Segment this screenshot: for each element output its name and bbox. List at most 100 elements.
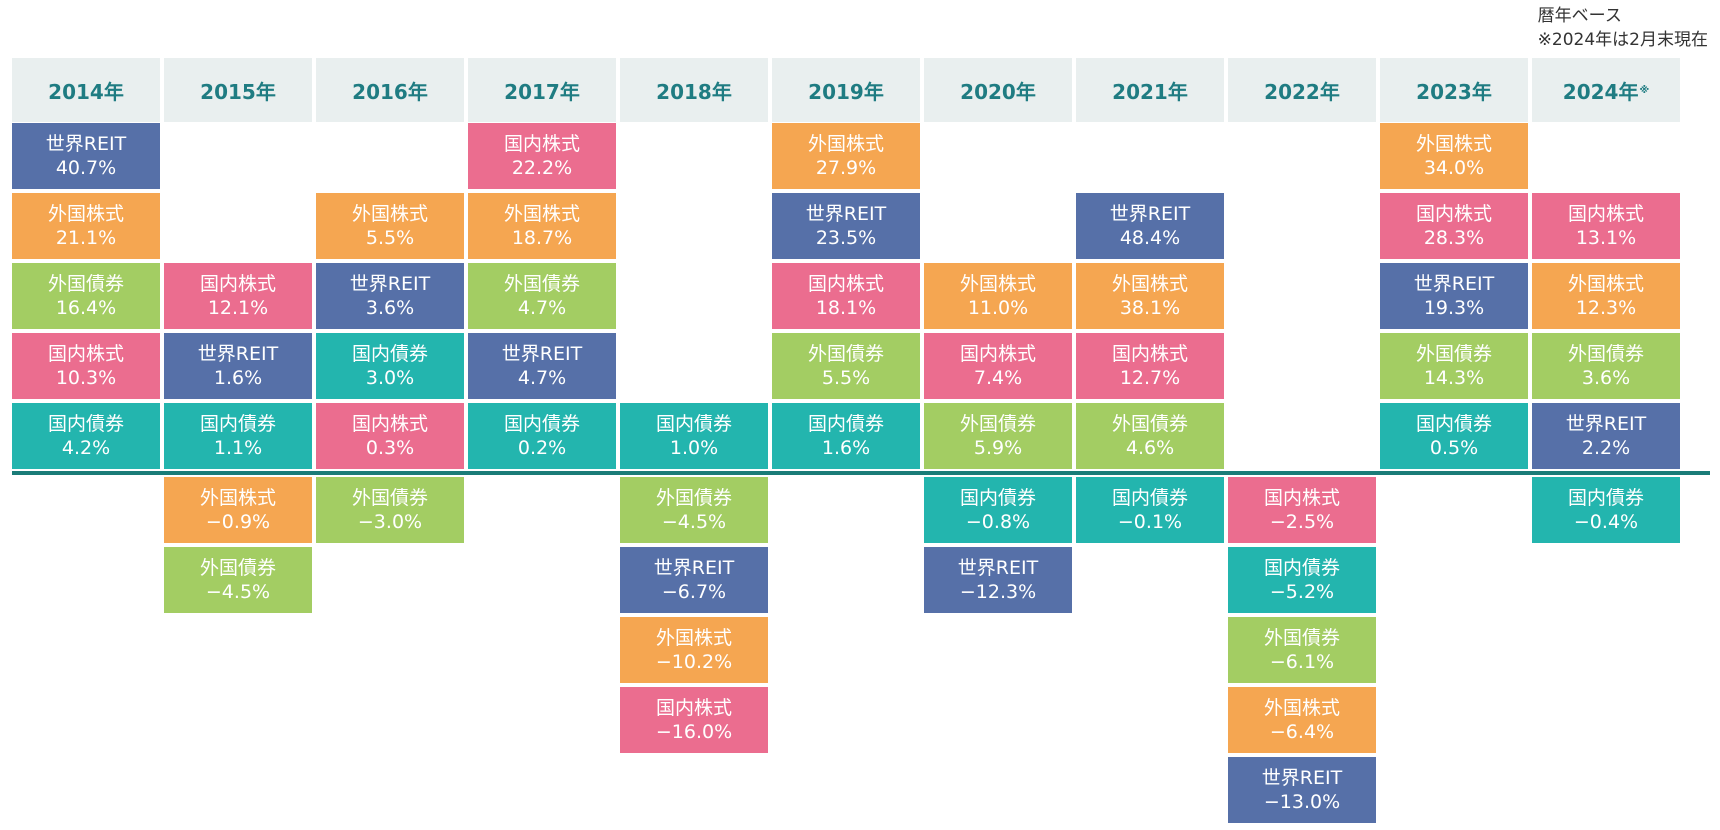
return-value-label: 1.6% [213, 367, 263, 389]
return-value-label: 48.4% [1119, 227, 1181, 249]
asset-class-label: 国内債券 [47, 413, 124, 435]
asset-class-label: 外国債券 [655, 487, 732, 509]
return-cell: 外国債券 14.3% [1380, 333, 1528, 399]
return-value-label: 2.2% [1581, 437, 1631, 459]
return-value-label: −0.8% [965, 511, 1031, 533]
asset-class-label: 国内債券 [1111, 487, 1188, 509]
asset-class-label: 国内株式 [1415, 203, 1492, 225]
asset-class-label: 世界REIT [957, 557, 1039, 579]
year-header: 2019年 [772, 58, 920, 122]
asset-class-label: 世界REIT [501, 343, 583, 365]
return-cell: 国内債券 −5.2% [1228, 547, 1376, 613]
asset-class-label: 外国株式 [351, 203, 428, 225]
asset-class-label: 世界REIT [1109, 203, 1191, 225]
asset-class-label: 世界REIT [45, 133, 127, 155]
asset-class-label: 国内株式 [503, 133, 580, 155]
asset-class-label: 世界REIT [1261, 767, 1343, 789]
return-value-label: 4.2% [61, 437, 111, 459]
return-value-label: 19.3% [1423, 297, 1485, 319]
asset-class-label: 世界REIT [805, 203, 887, 225]
return-cell: 国内株式 10.3% [12, 333, 160, 399]
year-label: 2020年 [960, 79, 1036, 104]
return-cell: 世界REIT 48.4% [1076, 193, 1224, 259]
return-cell: 外国株式 27.9% [772, 123, 920, 189]
return-value-label: 5.5% [821, 367, 871, 389]
return-cell: 外国株式 −6.4% [1228, 687, 1376, 753]
return-value-label: −6.4% [1269, 721, 1335, 743]
return-cell: 国内債券 1.1% [164, 403, 312, 469]
asset-class-label: 外国株式 [1263, 697, 1340, 719]
return-value-label: 5.5% [365, 227, 415, 249]
return-cell: 世界REIT −12.3% [924, 547, 1072, 613]
asset-class-label: 世界REIT [653, 557, 735, 579]
return-value-label: −0.4% [1573, 511, 1639, 533]
asset-class-label: 外国株式 [503, 203, 580, 225]
return-value-label: 40.7% [55, 157, 117, 179]
year-header: 2017年 [468, 58, 616, 122]
return-value-label: −5.2% [1269, 581, 1335, 603]
return-cell: 外国株式 11.0% [924, 263, 1072, 329]
return-value-label: 18.7% [511, 227, 573, 249]
return-value-label: 12.3% [1575, 297, 1637, 319]
asset-class-label: 世界REIT [1565, 413, 1647, 435]
return-value-label: 27.9% [815, 157, 877, 179]
return-cell: 外国債券 4.6% [1076, 403, 1224, 469]
return-cell: 国内債券 −0.8% [924, 477, 1072, 543]
return-cell: 世界REIT 40.7% [12, 123, 160, 189]
asset-class-label: 外国株式 [959, 273, 1036, 295]
return-value-label: −3.0% [357, 511, 423, 533]
return-value-label: 0.2% [517, 437, 567, 459]
asset-class-label: 外国株式 [1415, 133, 1492, 155]
return-value-label: 13.1% [1575, 227, 1637, 249]
return-cell: 外国債券 −4.5% [620, 477, 768, 543]
return-cell: 外国株式 38.1% [1076, 263, 1224, 329]
asset-class-label: 外国株式 [807, 133, 884, 155]
return-value-label: −4.5% [661, 511, 727, 533]
year-header: 2018年 [620, 58, 768, 122]
asset-class-label: 国内株式 [199, 273, 276, 295]
return-cell: 世界REIT −6.7% [620, 547, 768, 613]
return-value-label: 28.3% [1423, 227, 1485, 249]
return-value-label: 3.6% [365, 297, 415, 319]
asset-class-label: 外国債券 [351, 487, 428, 509]
asset-class-label: 国内株式 [47, 343, 124, 365]
asset-class-label: 外国債券 [959, 413, 1036, 435]
return-value-label: 1.6% [821, 437, 871, 459]
return-value-label: −0.9% [205, 511, 271, 533]
asset-class-label: 国内株式 [807, 273, 884, 295]
return-cell: 国内株式 12.7% [1076, 333, 1224, 399]
year-label: 2023年 [1416, 79, 1492, 104]
zero-line [12, 471, 1710, 475]
return-cell: 外国株式 5.5% [316, 193, 464, 259]
asset-class-label: 国内株式 [655, 697, 732, 719]
period-note-line1: 暦年ベース [1537, 6, 1622, 26]
return-value-label: 0.5% [1429, 437, 1479, 459]
return-value-label: −2.5% [1269, 511, 1335, 533]
return-cell: 国内株式 13.1% [1532, 193, 1680, 259]
return-cell: 国内債券 0.5% [1380, 403, 1528, 469]
asset-class-label: 外国株式 [1111, 273, 1188, 295]
asset-class-label: 外国株式 [199, 487, 276, 509]
year-label: 2024年 [1562, 79, 1639, 104]
return-cell: 国内債券 −0.4% [1532, 477, 1680, 543]
return-cell: 国内債券 1.0% [620, 403, 768, 469]
return-cell: 国内株式 0.3% [316, 403, 464, 469]
year-label: 2022年 [1264, 79, 1340, 104]
asset-class-label: 国内株式 [959, 343, 1036, 365]
return-cell: 国内株式 −2.5% [1228, 477, 1376, 543]
asset-class-label: 外国株式 [1567, 273, 1644, 295]
year-label: 2017年 [504, 79, 580, 104]
asset-class-label: 国内債券 [199, 413, 276, 435]
asset-class-label: 外国債券 [1415, 343, 1492, 365]
return-cell: 世界REIT 2.2% [1532, 403, 1680, 469]
asset-class-label: 世界REIT [1413, 273, 1495, 295]
year-header: 2021年 [1076, 58, 1224, 122]
return-cell: 外国債券 5.9% [924, 403, 1072, 469]
year-header: 2015年 [164, 58, 312, 122]
return-value-label: 22.2% [511, 157, 573, 179]
return-value-label: 12.1% [207, 297, 269, 319]
return-value-label: 23.5% [815, 227, 877, 249]
return-cell: 世界REIT 19.3% [1380, 263, 1528, 329]
asset-class-label: 外国債券 [503, 273, 580, 295]
